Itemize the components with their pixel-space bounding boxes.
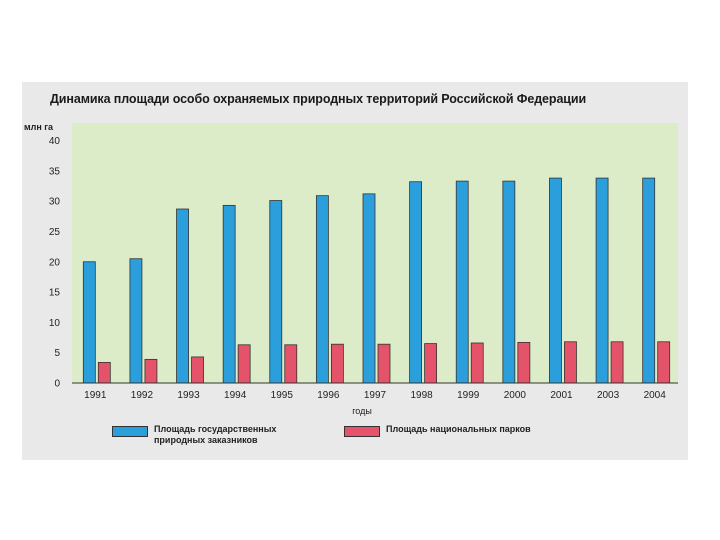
y-tick-label: 15 <box>49 288 61 299</box>
bar-reserves-1993 <box>176 208 189 384</box>
bar-parks-2004 <box>657 341 671 384</box>
bars <box>82 177 671 384</box>
bar-reserves-1996 <box>315 195 329 384</box>
x-tick-label: 1999 <box>457 390 480 401</box>
y-tick-label: 25 <box>49 227 61 238</box>
bar-reserves-1998 <box>409 181 423 384</box>
bar-parks-1996 <box>330 343 344 384</box>
bar-reserves-2003 <box>595 177 609 384</box>
legend-label-reserves: Площадь государственных природных заказн… <box>154 424 277 445</box>
legend: Площадь государственных природных заказн… <box>112 424 592 454</box>
legend-item-reserves: Площадь государственных природных заказн… <box>112 424 314 446</box>
y-tick-label: 10 <box>49 318 61 329</box>
x-tick-label: 2000 <box>504 390 527 401</box>
x-tick-label: 1992 <box>131 390 154 401</box>
bar-reserves-2001 <box>549 177 562 384</box>
legend-item-parks: Площадь национальных парков <box>344 424 586 437</box>
y-tick-label: 35 <box>49 166 61 177</box>
bar-parks-1999 <box>470 342 484 384</box>
x-tick-label: 1997 <box>364 390 387 401</box>
bar-parks-1994 <box>237 344 251 384</box>
y-tick-label: 30 <box>49 197 61 208</box>
x-axis: 1991 1992 1993 1994 1995 1996 1997 1998 1999 2000… <box>72 382 678 401</box>
bar-parks-1992 <box>144 358 158 384</box>
x-axis-label: годы <box>352 406 372 416</box>
x-tick-label: 1996 <box>317 390 340 401</box>
bar-parks-1997 <box>377 343 391 384</box>
bar-reserves-1994 <box>222 204 236 384</box>
x-tick-label: 2001 <box>550 390 573 401</box>
x-tick-label: 2004 <box>644 390 667 401</box>
legend-swatch-reserves <box>112 426 148 437</box>
bar-reserves-2004 <box>642 177 656 384</box>
bar-reserves-2000 <box>502 180 516 384</box>
x-tick-label: 1998 <box>410 390 433 401</box>
legend-label-parks: Площадь национальных парков <box>386 424 531 434</box>
y-axis-unit-label: млн га <box>24 122 54 132</box>
y-tick-label: 20 <box>49 257 61 268</box>
x-tick-label: 2003 <box>597 390 620 401</box>
y-tick-label: 0 <box>54 379 60 390</box>
chart-title: Динамика площади особо охраняемых природ… <box>50 92 587 106</box>
legend-swatch-parks <box>344 426 380 437</box>
bar-parks-1998 <box>424 343 438 384</box>
bar-reserves-1991 <box>82 261 96 384</box>
y-tick-label: 40 <box>49 136 61 147</box>
bar-reserves-1999 <box>455 180 469 384</box>
bar-parks-1991 <box>97 361 111 384</box>
bar-reserves-1995 <box>269 200 283 384</box>
bar-parks-2001 <box>564 341 577 384</box>
x-tick-label: 1994 <box>224 390 247 401</box>
y-tick-label: 5 <box>54 348 60 359</box>
x-tick-label: 1993 <box>177 390 200 401</box>
bar-parks-1995 <box>284 344 298 384</box>
x-tick-label: 1991 <box>84 390 107 401</box>
bar-parks-2003 <box>610 341 624 384</box>
y-axis: 0 5 10 15 20 25 30 35 40 <box>49 136 61 390</box>
x-tick-label: 1995 <box>271 390 294 401</box>
bar-reserves-1997 <box>362 193 376 384</box>
bar-reserves-1992 <box>129 258 143 384</box>
bar-parks-2000 <box>517 341 531 384</box>
bar-parks-1993 <box>191 356 204 384</box>
